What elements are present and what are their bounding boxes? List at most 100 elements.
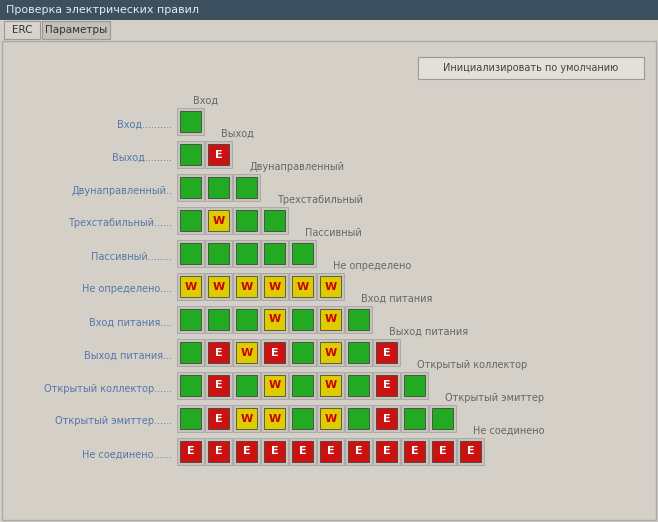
Bar — [373, 339, 400, 366]
Bar — [180, 177, 201, 198]
Bar — [236, 309, 257, 330]
Bar — [208, 144, 229, 165]
Text: W: W — [240, 413, 253, 423]
Bar — [233, 273, 260, 300]
Text: Вход питания....: Вход питания.... — [89, 317, 172, 327]
Bar — [320, 408, 341, 429]
Bar — [348, 342, 369, 363]
Text: E: E — [383, 413, 390, 423]
Text: W: W — [268, 314, 280, 325]
Bar — [180, 276, 201, 297]
Text: Открытый коллектор......: Открытый коллектор...... — [43, 384, 172, 394]
Bar — [432, 441, 453, 462]
Text: E: E — [215, 348, 222, 358]
Bar — [0, 20, 658, 43]
Bar — [373, 438, 400, 465]
Text: E: E — [383, 381, 390, 390]
Bar — [292, 441, 313, 462]
Bar — [177, 240, 204, 267]
Bar — [205, 273, 232, 300]
Text: Выход питания...: Выход питания... — [84, 350, 172, 361]
Bar — [264, 408, 285, 429]
Bar — [177, 438, 204, 465]
Text: W: W — [324, 348, 337, 358]
Bar — [205, 438, 232, 465]
Bar — [317, 438, 344, 465]
Text: E: E — [383, 348, 390, 358]
Bar — [208, 441, 229, 462]
Bar — [261, 273, 288, 300]
Bar — [205, 339, 232, 366]
Bar — [205, 174, 232, 201]
Bar — [233, 306, 260, 333]
Text: W: W — [268, 281, 280, 291]
Bar — [264, 441, 285, 462]
Bar — [317, 339, 344, 366]
Text: W: W — [240, 348, 253, 358]
Bar — [460, 441, 481, 462]
Text: E: E — [215, 381, 222, 390]
Bar — [264, 243, 285, 264]
Text: Параметры: Параметры — [45, 25, 107, 35]
Bar — [205, 405, 232, 432]
Bar — [320, 375, 341, 396]
Bar — [320, 276, 341, 297]
Bar — [264, 276, 285, 297]
Bar — [205, 207, 232, 234]
Bar — [208, 375, 229, 396]
Text: Трехстабильный: Трехстабильный — [277, 195, 363, 205]
Text: Двунаправленный: Двунаправленный — [249, 162, 344, 172]
Text: E: E — [270, 348, 278, 358]
Text: E: E — [355, 446, 363, 457]
Bar — [261, 405, 288, 432]
Bar — [208, 342, 229, 363]
Text: W: W — [213, 281, 224, 291]
Text: W: W — [184, 281, 197, 291]
Bar — [429, 438, 456, 465]
Text: W: W — [324, 281, 337, 291]
Text: E: E — [215, 446, 222, 457]
Bar — [264, 375, 285, 396]
Text: Вход: Вход — [193, 96, 218, 106]
Bar — [180, 441, 201, 462]
Text: E: E — [467, 446, 474, 457]
Bar — [261, 372, 288, 399]
Bar — [205, 141, 232, 168]
Bar — [320, 342, 341, 363]
Bar — [236, 441, 257, 462]
Bar — [233, 174, 260, 201]
Bar — [348, 309, 369, 330]
Text: Выход: Выход — [221, 129, 254, 139]
Bar — [345, 339, 372, 366]
Text: ERC: ERC — [12, 25, 32, 35]
Bar — [317, 372, 344, 399]
Bar — [208, 243, 229, 264]
Bar — [233, 240, 260, 267]
Bar — [264, 342, 285, 363]
Bar — [376, 408, 397, 429]
Bar — [373, 405, 400, 432]
Bar — [320, 441, 341, 462]
Bar — [457, 438, 484, 465]
Bar — [236, 375, 257, 396]
Bar — [401, 372, 428, 399]
Bar — [233, 339, 260, 366]
Bar — [317, 405, 344, 432]
Bar — [289, 405, 316, 432]
Bar — [208, 309, 229, 330]
Bar — [177, 141, 204, 168]
Text: Открытый эмиттер: Открытый эмиттер — [445, 393, 544, 403]
Text: Вход..........: Вход.......... — [117, 120, 172, 129]
Bar — [317, 306, 344, 333]
Bar — [180, 342, 201, 363]
Text: Пассивный........: Пассивный........ — [91, 252, 172, 262]
Bar — [401, 405, 428, 432]
Bar — [418, 57, 644, 79]
Text: W: W — [324, 381, 337, 390]
Bar — [236, 408, 257, 429]
Text: E: E — [326, 446, 334, 457]
Bar — [177, 306, 204, 333]
Text: Выход питания: Выход питания — [389, 327, 468, 337]
Bar — [177, 339, 204, 366]
Text: E: E — [411, 446, 418, 457]
